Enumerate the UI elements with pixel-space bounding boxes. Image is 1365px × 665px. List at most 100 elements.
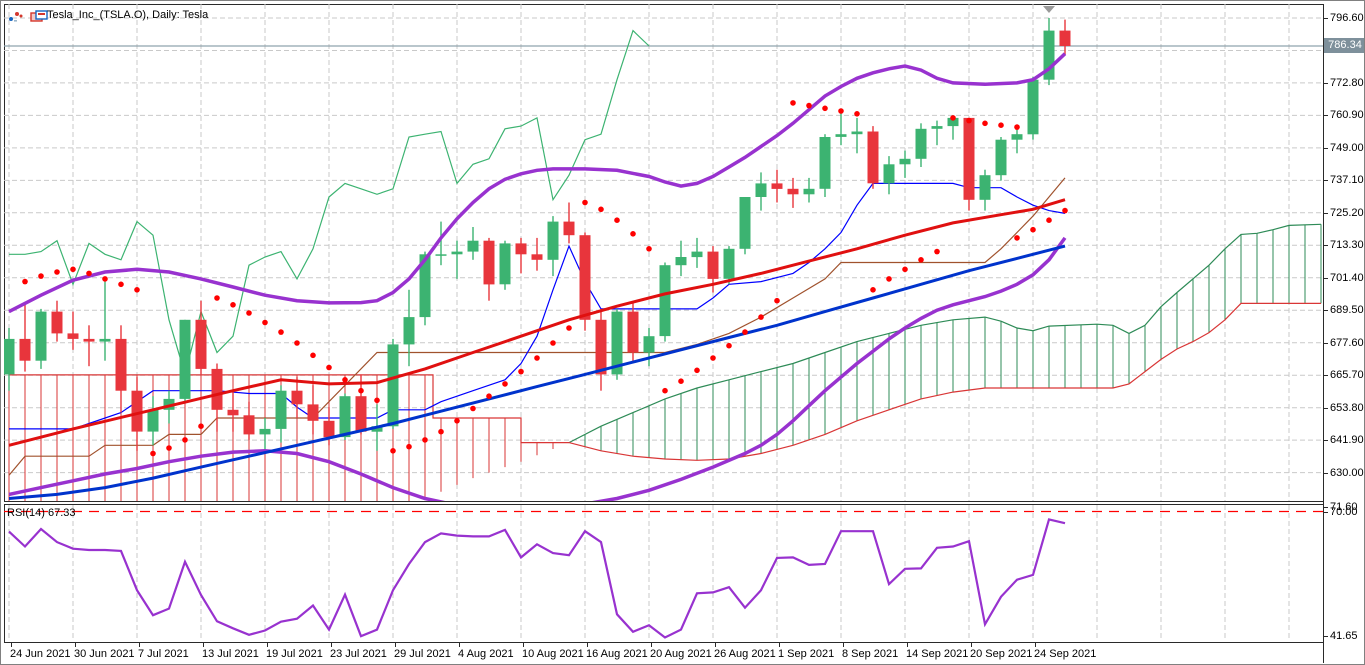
axis-tick [1324, 342, 1328, 344]
psar-dot [774, 297, 780, 304]
candle-body [499, 243, 511, 285]
psar-dot [70, 266, 76, 273]
candle-body [67, 333, 79, 339]
axis-tick [1324, 511, 1328, 513]
psar-dot [822, 105, 828, 112]
candle-body [659, 265, 671, 337]
fast-ma-line [8, 198, 1066, 447]
candle-body [835, 134, 847, 137]
candle-body [115, 338, 127, 391]
time-axis-label: 19 Jul 2021 [266, 648, 323, 660]
time-axis-tick [1035, 643, 1036, 647]
candle-body [275, 390, 287, 429]
psar-dot [966, 117, 972, 124]
candle-body [147, 409, 159, 432]
psar-dot [742, 329, 748, 335]
pane-separator[interactable] [4, 501, 1323, 505]
time-axis-tick [139, 643, 140, 647]
candle-body [627, 311, 639, 353]
psar-dot [998, 122, 1004, 128]
time-axis-tick [75, 643, 76, 647]
chikou-span-line [9, 29, 650, 377]
psar-dot [470, 405, 476, 412]
psar-dot [326, 364, 332, 371]
axis-tick [1324, 407, 1328, 409]
candle-body [435, 254, 447, 256]
psar-dot [294, 340, 300, 346]
candle-body [467, 240, 479, 252]
candle-body [4, 338, 15, 375]
chart-title: Tesla_Inc_(TSLA.O), Daily: Tesla [47, 9, 209, 21]
tick-chart-icon[interactable] [8, 10, 24, 28]
price-axis-label: 760.90 [1330, 109, 1364, 122]
candle-body [899, 158, 911, 165]
axis-tick [1324, 375, 1328, 377]
psar-dot [454, 418, 460, 424]
scroll-end-marker-icon[interactable] [1043, 6, 1055, 13]
time-axis-tick [715, 643, 716, 647]
psar-dot [310, 352, 316, 359]
axis-tick [1324, 440, 1328, 442]
axis-tick [1324, 635, 1328, 637]
candle-body [611, 311, 623, 375]
candle-body [643, 336, 655, 353]
candle-body [771, 183, 783, 189]
chart-windows-icon[interactable] [30, 10, 48, 28]
time-axis-label: 24 Jun 2021 [10, 648, 71, 660]
candle-body [243, 415, 255, 435]
candle-body [531, 254, 543, 260]
price-axis[interactable]: 796.60 772.80 760.90 749.00 737.10 725.20 713.… [1323, 4, 1364, 663]
candle-body [179, 319, 191, 399]
psar-dot [886, 276, 892, 282]
time-axis-tick [523, 643, 524, 647]
candle-body [227, 409, 239, 416]
psar-dot [902, 266, 908, 273]
axis-tick [1324, 147, 1328, 149]
time-axis-label: 4 Aug 2021 [458, 648, 514, 660]
psar-dot [934, 248, 940, 255]
psar-dot [806, 102, 812, 109]
candle-body [19, 338, 31, 361]
candle-body [1043, 30, 1055, 80]
psar-dot [790, 100, 796, 106]
bollinger-upper-band [8, 52, 1067, 314]
price-axis-label: 653.80 [1330, 401, 1364, 414]
psar-dot [534, 355, 540, 361]
price-axis-label: 737.10 [1330, 174, 1364, 187]
psar-dot [630, 231, 636, 237]
psar-dot [710, 355, 716, 361]
candle-body [739, 197, 751, 249]
psar-dot [1046, 217, 1052, 223]
price-axis-label: 677.60 [1330, 336, 1364, 349]
candle-body [339, 396, 351, 438]
psar-dot [662, 387, 668, 394]
time-axis-tick [587, 643, 588, 647]
price-axis-label: 630.00 [1330, 466, 1364, 479]
candle-body [851, 131, 863, 135]
psar-dot [950, 115, 956, 121]
psar-dot [38, 273, 44, 279]
axis-tick [1324, 82, 1328, 84]
slow-ma-line [8, 244, 1066, 500]
axis-tick [1324, 212, 1328, 214]
rsi-indicator-pane[interactable] [4, 505, 1323, 641]
price-axis-label: 701.40 [1330, 271, 1364, 284]
psar-dot [870, 287, 876, 293]
candle-body [35, 311, 47, 361]
bollinger-lower-band [8, 236, 1067, 501]
psar-dot [726, 342, 732, 349]
candle-body [1027, 79, 1039, 135]
main-chart-pane[interactable] [4, 4, 1323, 501]
time-axis[interactable]: 24 Jun 2021 30 Jun 2021 7 Jul 2021 13 Jul 2… [4, 642, 1323, 663]
rsi-scale-bottom-label: 41.65 [1330, 629, 1358, 642]
psar-dot [278, 329, 284, 335]
candle-body [723, 248, 735, 279]
time-axis-label: 1 Sep 2021 [778, 648, 835, 660]
psar-dot [678, 378, 684, 385]
psar-dot [614, 217, 620, 223]
candle-body [931, 126, 943, 129]
psar-dot [150, 450, 156, 457]
candle-body [131, 390, 143, 432]
candle-body [403, 317, 415, 345]
psar-dot [502, 381, 508, 387]
